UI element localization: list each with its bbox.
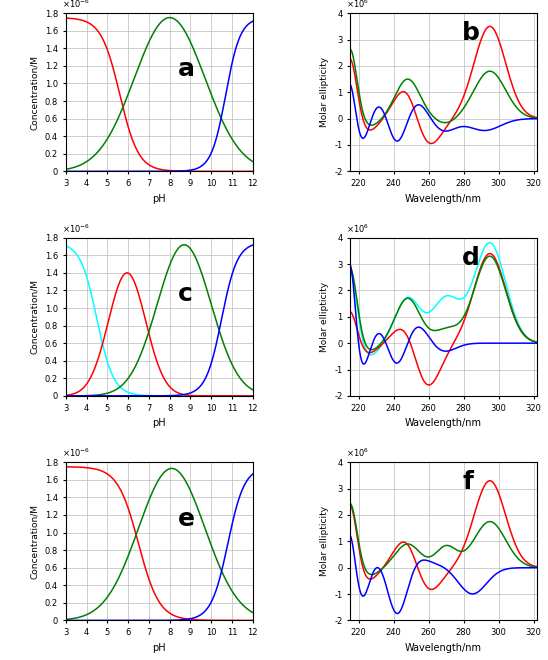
Text: e: e [178, 507, 195, 531]
Y-axis label: Molar ellipticity: Molar ellipticity [319, 506, 329, 576]
Y-axis label: Concentration/M: Concentration/M [30, 504, 39, 579]
X-axis label: pH: pH [152, 418, 166, 428]
Y-axis label: Concentration/M: Concentration/M [30, 55, 39, 130]
X-axis label: Wavelength/nm: Wavelength/nm [405, 418, 482, 428]
Text: $\times\mathregular{10}^{6}$: $\times\mathregular{10}^{6}$ [346, 222, 369, 234]
X-axis label: Wavelength/nm: Wavelength/nm [405, 643, 482, 653]
Text: $\times\mathregular{10}^{6}$: $\times\mathregular{10}^{6}$ [346, 447, 369, 459]
Text: $\times\mathregular{10}^{-6}$: $\times\mathregular{10}^{-6}$ [62, 222, 90, 234]
Y-axis label: Concentration/M: Concentration/M [30, 279, 39, 354]
X-axis label: Wavelength/nm: Wavelength/nm [405, 193, 482, 203]
Text: $\times\mathregular{10}^{-6}$: $\times\mathregular{10}^{-6}$ [62, 0, 90, 10]
Text: b: b [462, 21, 480, 45]
X-axis label: pH: pH [152, 193, 166, 203]
Text: a: a [178, 57, 195, 81]
Y-axis label: Molar ellipticity: Molar ellipticity [319, 57, 329, 127]
Text: $\times\mathregular{10}^{-6}$: $\times\mathregular{10}^{-6}$ [62, 447, 90, 459]
Text: d: d [462, 246, 480, 270]
X-axis label: pH: pH [152, 643, 166, 653]
Text: c: c [178, 282, 193, 306]
Y-axis label: Molar ellipticity: Molar ellipticity [319, 282, 329, 352]
Text: $\times\mathregular{10}^{6}$: $\times\mathregular{10}^{6}$ [346, 0, 369, 10]
Text: f: f [462, 470, 473, 494]
